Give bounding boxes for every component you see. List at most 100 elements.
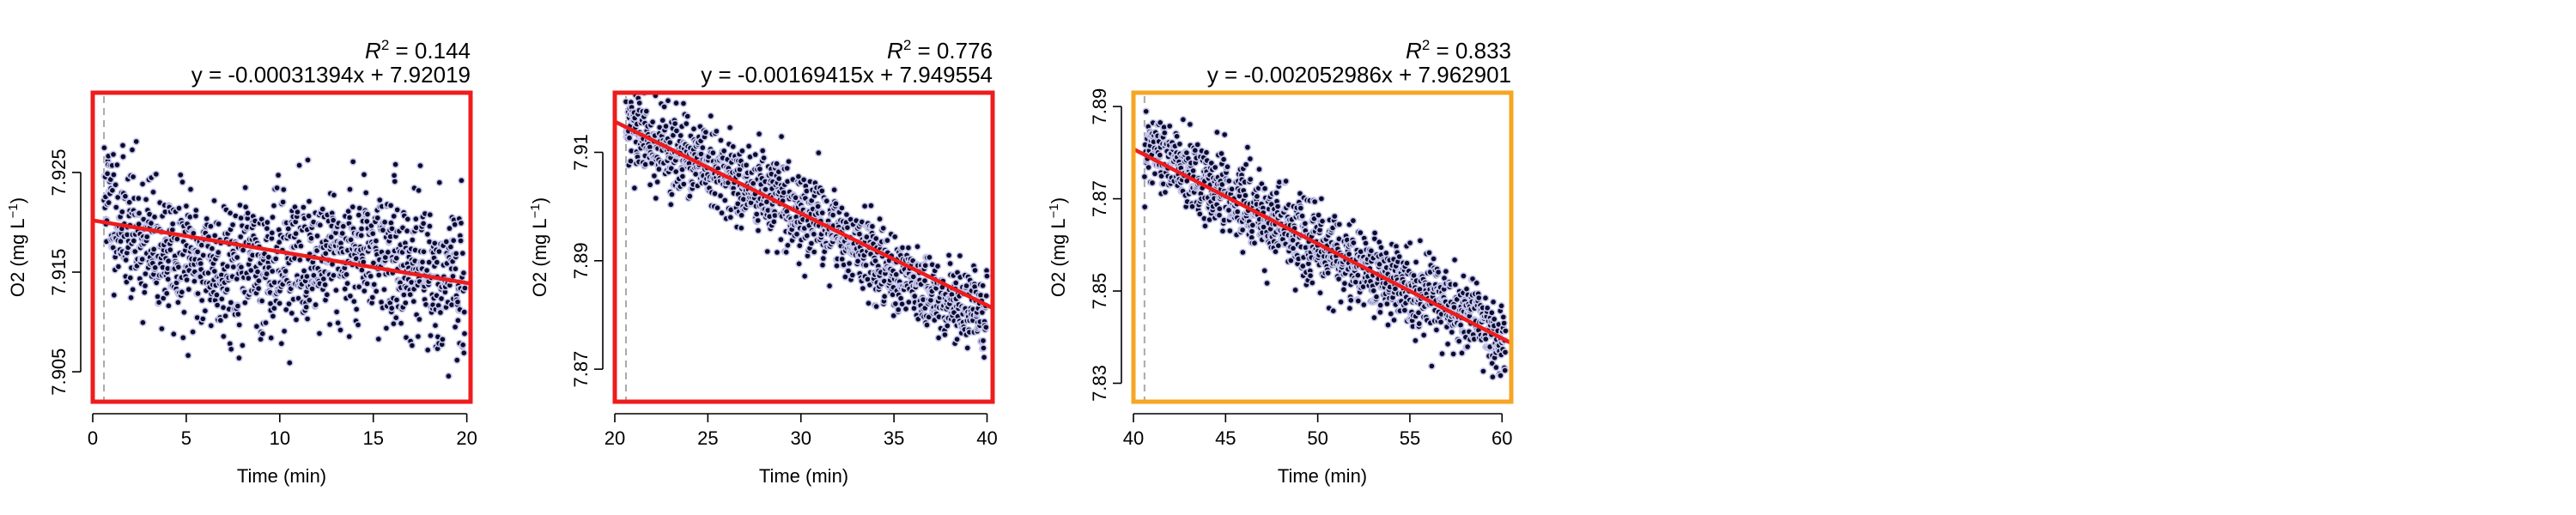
data-point bbox=[118, 141, 127, 149]
data-point bbox=[894, 306, 902, 314]
data-point bbox=[213, 301, 222, 309]
data-point bbox=[672, 99, 680, 107]
data-point bbox=[1242, 161, 1250, 169]
data-point bbox=[713, 127, 720, 136]
data-point bbox=[1315, 211, 1322, 219]
data-point bbox=[672, 126, 681, 135]
x-tick-label: 0 bbox=[88, 427, 98, 449]
data-point bbox=[330, 271, 337, 280]
data-point bbox=[229, 263, 238, 271]
data-point bbox=[215, 220, 222, 228]
data-point bbox=[217, 294, 226, 303]
data-point bbox=[152, 170, 161, 179]
data-point bbox=[397, 319, 405, 328]
data-point bbox=[1272, 247, 1279, 256]
data-point bbox=[179, 333, 187, 342]
data-point bbox=[909, 272, 918, 281]
data-point bbox=[1239, 248, 1247, 257]
data-point bbox=[1329, 306, 1338, 315]
data-point bbox=[426, 210, 434, 219]
data-point bbox=[1317, 195, 1326, 203]
y-tick-label: 7.915 bbox=[48, 249, 70, 296]
data-point bbox=[775, 174, 783, 183]
data-point bbox=[191, 206, 200, 215]
data-point bbox=[439, 335, 447, 343]
data-point bbox=[729, 142, 738, 151]
data-point bbox=[1324, 269, 1332, 277]
data-point bbox=[315, 330, 324, 337]
y-axis-label: O2 (mg L−1) bbox=[1047, 197, 1069, 297]
data-points bbox=[100, 137, 469, 380]
data-point bbox=[1376, 301, 1385, 309]
data-point bbox=[360, 170, 368, 179]
data-point bbox=[270, 202, 278, 210]
data-point bbox=[1211, 163, 1219, 172]
data-point bbox=[127, 294, 135, 302]
data-point bbox=[1362, 239, 1370, 247]
data-point bbox=[1246, 154, 1255, 163]
data-point bbox=[698, 143, 707, 152]
data-point bbox=[408, 236, 416, 244]
data-point bbox=[416, 161, 424, 170]
data-point bbox=[379, 226, 387, 234]
plot-frame bbox=[612, 90, 995, 404]
data-point bbox=[818, 261, 827, 270]
data-point bbox=[953, 335, 961, 343]
data-point bbox=[714, 203, 721, 212]
y-axis-label: O2 (mg L−1) bbox=[6, 197, 28, 297]
data-point bbox=[459, 341, 467, 349]
data-point bbox=[302, 272, 311, 281]
data-point bbox=[679, 100, 688, 107]
data-point bbox=[227, 345, 235, 354]
data-point bbox=[109, 171, 118, 179]
data-point bbox=[285, 300, 293, 308]
data-point bbox=[387, 304, 396, 312]
data-point bbox=[138, 179, 147, 188]
data-point bbox=[848, 271, 857, 279]
data-point bbox=[1490, 315, 1498, 324]
data-point bbox=[1242, 191, 1249, 200]
data-point bbox=[203, 215, 211, 223]
data-point bbox=[164, 275, 173, 283]
y-tick-label: 7.91 bbox=[570, 134, 592, 171]
data-point bbox=[269, 213, 276, 221]
data-point bbox=[1188, 203, 1196, 210]
data-point bbox=[442, 238, 451, 245]
data-point bbox=[720, 196, 729, 204]
data-point bbox=[129, 285, 137, 294]
data-points bbox=[622, 93, 991, 361]
data-point bbox=[898, 300, 906, 308]
data-point bbox=[758, 147, 767, 154]
data-point bbox=[279, 185, 288, 194]
data-point bbox=[1450, 303, 1458, 312]
data-point bbox=[449, 236, 458, 245]
data-point bbox=[1224, 162, 1231, 171]
x-axis-label: Time (min) bbox=[237, 465, 326, 487]
data-point bbox=[420, 247, 428, 256]
data-point bbox=[360, 287, 368, 295]
data-point bbox=[234, 354, 243, 362]
data-point bbox=[946, 259, 954, 268]
data-point bbox=[868, 222, 877, 231]
data-point bbox=[817, 186, 826, 195]
data-point bbox=[349, 203, 357, 211]
data-point bbox=[408, 342, 416, 349]
data-point bbox=[1438, 349, 1446, 358]
data-point bbox=[879, 224, 888, 233]
y-tick-label: 7.87 bbox=[570, 351, 592, 388]
data-point bbox=[339, 222, 348, 231]
data-point bbox=[118, 153, 127, 161]
data-point bbox=[784, 241, 792, 250]
data-point bbox=[825, 282, 834, 290]
data-point bbox=[1215, 204, 1224, 213]
data-point bbox=[276, 299, 283, 307]
data-point bbox=[302, 303, 311, 312]
data-point bbox=[345, 332, 354, 341]
data-point bbox=[141, 270, 149, 278]
data-point bbox=[1419, 330, 1428, 339]
data-point bbox=[325, 320, 334, 329]
data-point bbox=[1301, 219, 1309, 227]
data-point bbox=[1226, 227, 1234, 235]
data-point bbox=[951, 279, 960, 287]
